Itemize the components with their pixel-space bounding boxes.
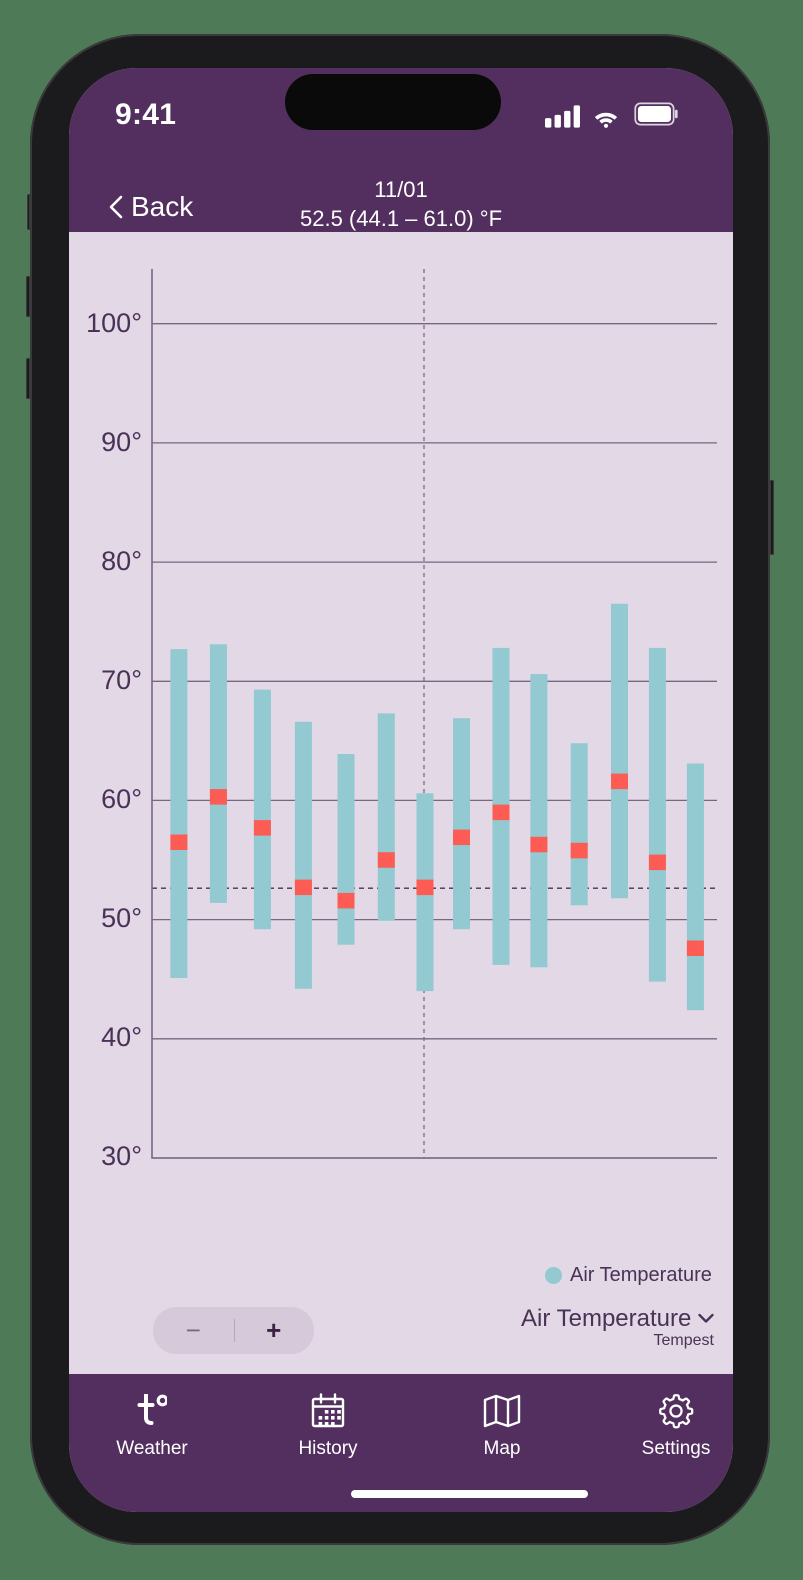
svg-text:100°: 100° [86, 308, 142, 338]
svg-text:50°: 50° [101, 903, 142, 933]
svg-text:90°: 90° [101, 427, 142, 457]
svg-text:60°: 60° [101, 784, 142, 814]
svg-text:80°: 80° [101, 546, 142, 576]
svg-text:40°: 40° [101, 1022, 142, 1052]
svg-text:30°: 30° [101, 1141, 142, 1171]
svg-text:70°: 70° [101, 665, 142, 695]
